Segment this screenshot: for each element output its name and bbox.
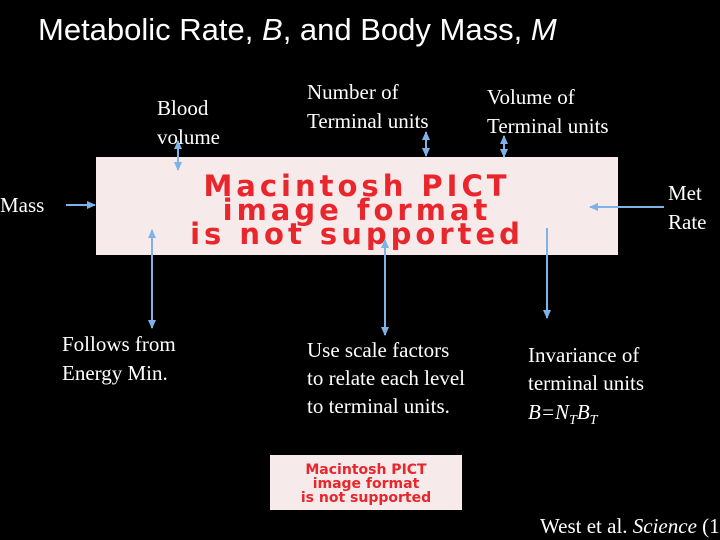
label: Blood: [157, 96, 209, 120]
text-part: T: [569, 413, 578, 428]
label: Follows from: [62, 332, 176, 356]
label: Energy Min.: [62, 361, 168, 385]
text-part: (1997): [697, 514, 720, 538]
text-part: , and Body Mass,: [283, 12, 531, 47]
label: Terminal units: [487, 114, 609, 138]
text-part: West et al.: [540, 514, 633, 538]
label: to terminal units.: [307, 394, 450, 418]
label: volume: [157, 125, 220, 149]
pict-large: Macintosh PICT image format is not suppo…: [96, 157, 618, 255]
text-part: B: [262, 12, 283, 47]
text-part: Metabolic Rate,: [38, 12, 262, 47]
label: Mass: [0, 193, 44, 217]
label: terminal units: [528, 371, 644, 395]
pict-text: image format: [313, 476, 420, 492]
text-part: B=N: [528, 400, 570, 424]
text-part: M: [531, 12, 557, 47]
label: Number of: [307, 80, 399, 104]
label: Invariance of: [528, 343, 639, 367]
pict-text: Macintosh PICT: [305, 462, 427, 478]
label: Volume of: [487, 85, 575, 109]
pict-text: is not supported: [301, 490, 431, 506]
label: Use scale factors: [307, 338, 449, 362]
citation: West et al. Science (1997): [540, 514, 720, 538]
label: Rate: [668, 210, 706, 234]
title: Metabolic Rate, B, and Body Mass, M: [38, 12, 557, 47]
pict-small: Macintosh PICT image format is not suppo…: [270, 455, 462, 510]
arrows: [66, 131, 664, 336]
formula: B=NTBT: [528, 400, 599, 428]
text-part: T: [590, 413, 599, 428]
pict-text: image format: [223, 193, 492, 227]
pict-text: Macintosh PICT: [203, 169, 510, 203]
text-part: B: [577, 400, 590, 424]
label: Met: [668, 181, 702, 205]
label: Terminal units: [307, 109, 429, 133]
text-part: Science: [633, 514, 697, 538]
label: to relate each level: [307, 366, 465, 390]
pict-text: is not supported: [190, 217, 524, 251]
